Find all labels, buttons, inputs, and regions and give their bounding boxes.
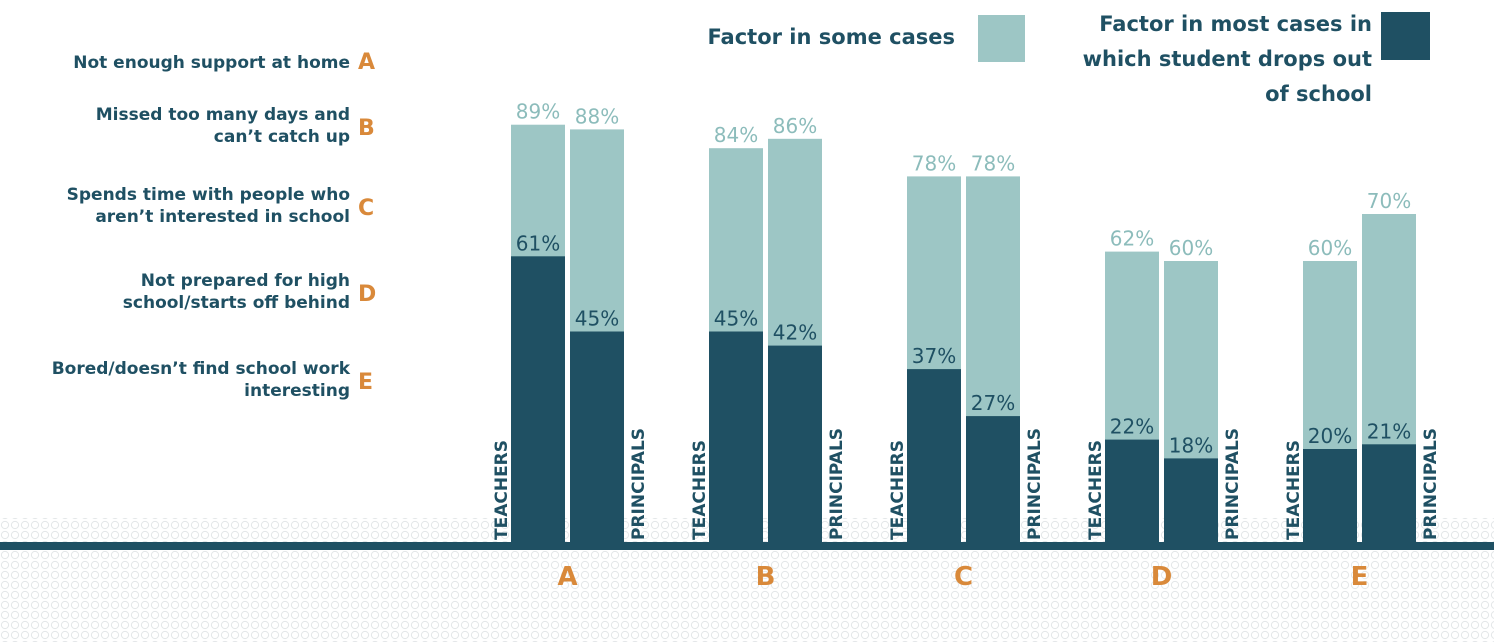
category-label: B xyxy=(756,562,776,592)
value-label-some: 88% xyxy=(575,104,619,128)
bar-most xyxy=(511,256,565,543)
category-label: C xyxy=(954,562,973,592)
value-label-most: 21% xyxy=(1367,419,1411,443)
value-label-most: 61% xyxy=(516,231,560,255)
category-label: E xyxy=(1351,562,1369,592)
value-label-most: 27% xyxy=(971,391,1015,415)
key-text: Not prepared for high school/starts off … xyxy=(122,271,350,313)
respondent-label: TEACHERS xyxy=(1086,440,1106,540)
value-label-most: 42% xyxy=(773,321,817,345)
respondent-label: TEACHERS xyxy=(690,440,710,540)
respondent-label: PRINCIPALS xyxy=(1223,428,1243,540)
bar-most xyxy=(966,416,1020,543)
respondent-label: TEACHERS xyxy=(888,440,908,540)
value-label-some: 78% xyxy=(971,151,1015,175)
value-label-some: 62% xyxy=(1110,227,1154,251)
value-label-most: 37% xyxy=(912,344,956,368)
value-label-some: 60% xyxy=(1308,236,1352,260)
bar-most xyxy=(907,369,961,543)
value-label-most: 45% xyxy=(575,307,619,331)
respondent-label: TEACHERS xyxy=(1284,440,1304,540)
legend-swatch xyxy=(1381,12,1430,60)
value-label-most: 22% xyxy=(1110,415,1154,439)
category-label: D xyxy=(1151,562,1173,592)
respondent-label: PRINCIPALS xyxy=(827,428,847,540)
baseline-band xyxy=(0,542,1494,550)
key-letter: E xyxy=(358,370,374,395)
category-label: A xyxy=(557,562,577,592)
bar-most xyxy=(1362,444,1416,543)
key-text: Not enough support at home xyxy=(73,53,350,73)
bar-most xyxy=(1303,449,1357,543)
key-text: Spends time with people who aren’t inter… xyxy=(66,185,350,227)
value-label-some: 70% xyxy=(1367,189,1411,213)
value-label-most: 45% xyxy=(714,307,758,331)
key-text: Missed too many days and can’t catch up xyxy=(95,105,350,147)
bar-most xyxy=(1164,458,1218,543)
bar-most xyxy=(709,331,763,543)
key-letter: C xyxy=(358,196,375,221)
legend-label: Factor in most cases in which student dr… xyxy=(1082,12,1372,106)
value-label-most: 20% xyxy=(1308,424,1352,448)
bar-most xyxy=(1105,439,1159,543)
bar-most xyxy=(768,345,822,543)
value-label-some: 89% xyxy=(516,100,560,124)
respondent-label: PRINCIPALS xyxy=(1421,428,1441,540)
value-label-some: 84% xyxy=(714,123,758,147)
value-label-most: 18% xyxy=(1169,433,1213,457)
bar-most xyxy=(570,331,624,543)
respondent-label: TEACHERS xyxy=(492,440,512,540)
key-letter: D xyxy=(358,282,377,307)
key-text: Bored/doesn’t find school work interesti… xyxy=(51,359,350,401)
key-letter: A xyxy=(358,50,376,75)
value-label-some: 60% xyxy=(1169,236,1213,260)
value-label-some: 78% xyxy=(912,151,956,175)
legend-label: Factor in some cases xyxy=(707,25,955,49)
respondent-label: PRINCIPALS xyxy=(1025,428,1045,540)
value-label-some: 86% xyxy=(773,114,817,138)
key-letter: B xyxy=(358,116,375,141)
legend-swatch xyxy=(978,15,1025,62)
respondent-label: PRINCIPALS xyxy=(629,428,649,540)
